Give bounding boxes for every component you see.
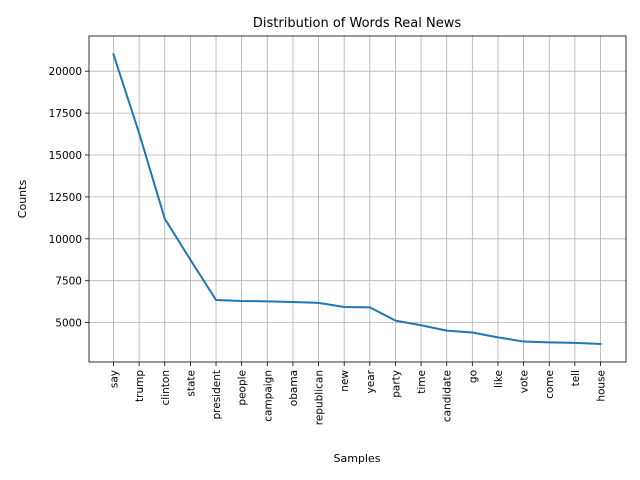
y-axis-ticks: 5000 7500 10000 12500 15000 17500 20000 xyxy=(49,66,89,330)
x-tick-label: new xyxy=(339,370,351,392)
y-grid xyxy=(89,70,626,324)
series-line xyxy=(112,53,602,345)
x-tick-label: candidate xyxy=(442,370,454,422)
x-tick-label: clinton xyxy=(160,370,172,405)
x-tick-label: like xyxy=(493,370,505,388)
y-tick-label: 17500 xyxy=(49,108,82,120)
x-axis-ticks: say trump clinton state president people campa… xyxy=(109,362,608,425)
x-tick-label: year xyxy=(365,369,377,393)
x-tick-label: go xyxy=(467,370,479,383)
x-tick-label: republican xyxy=(314,370,326,425)
y-tick-label: 20000 xyxy=(49,66,82,78)
x-tick-label: time xyxy=(416,370,428,394)
y-tick-label: 5000 xyxy=(55,318,82,330)
x-tick-label: trump xyxy=(134,370,146,402)
plot-frame xyxy=(88,35,627,363)
x-tick-label: state xyxy=(185,370,197,397)
y-tick-label: 10000 xyxy=(49,234,82,246)
x-grid xyxy=(113,36,601,362)
x-tick-label: party xyxy=(390,370,402,398)
x-tick-label: campaign xyxy=(262,370,274,422)
x-axis-label: Samples xyxy=(334,452,381,465)
x-tick-label: obama xyxy=(288,370,300,406)
chart-title: Distribution of Words Real News xyxy=(253,16,461,31)
plot-background xyxy=(89,36,626,362)
y-tick-label: 12500 xyxy=(49,192,82,204)
y-axis-label: Counts xyxy=(16,180,29,219)
x-tick-label: people xyxy=(237,370,249,406)
x-tick-label: president xyxy=(211,370,223,420)
x-tick-label: vote xyxy=(519,370,531,393)
x-tick-label: come xyxy=(544,370,556,399)
x-tick-label: house xyxy=(596,370,608,402)
y-tick-label: 7500 xyxy=(55,276,82,288)
y-tick-label: 15000 xyxy=(49,150,82,162)
x-tick-label: say xyxy=(109,370,121,388)
x-tick-label: tell xyxy=(570,370,582,386)
